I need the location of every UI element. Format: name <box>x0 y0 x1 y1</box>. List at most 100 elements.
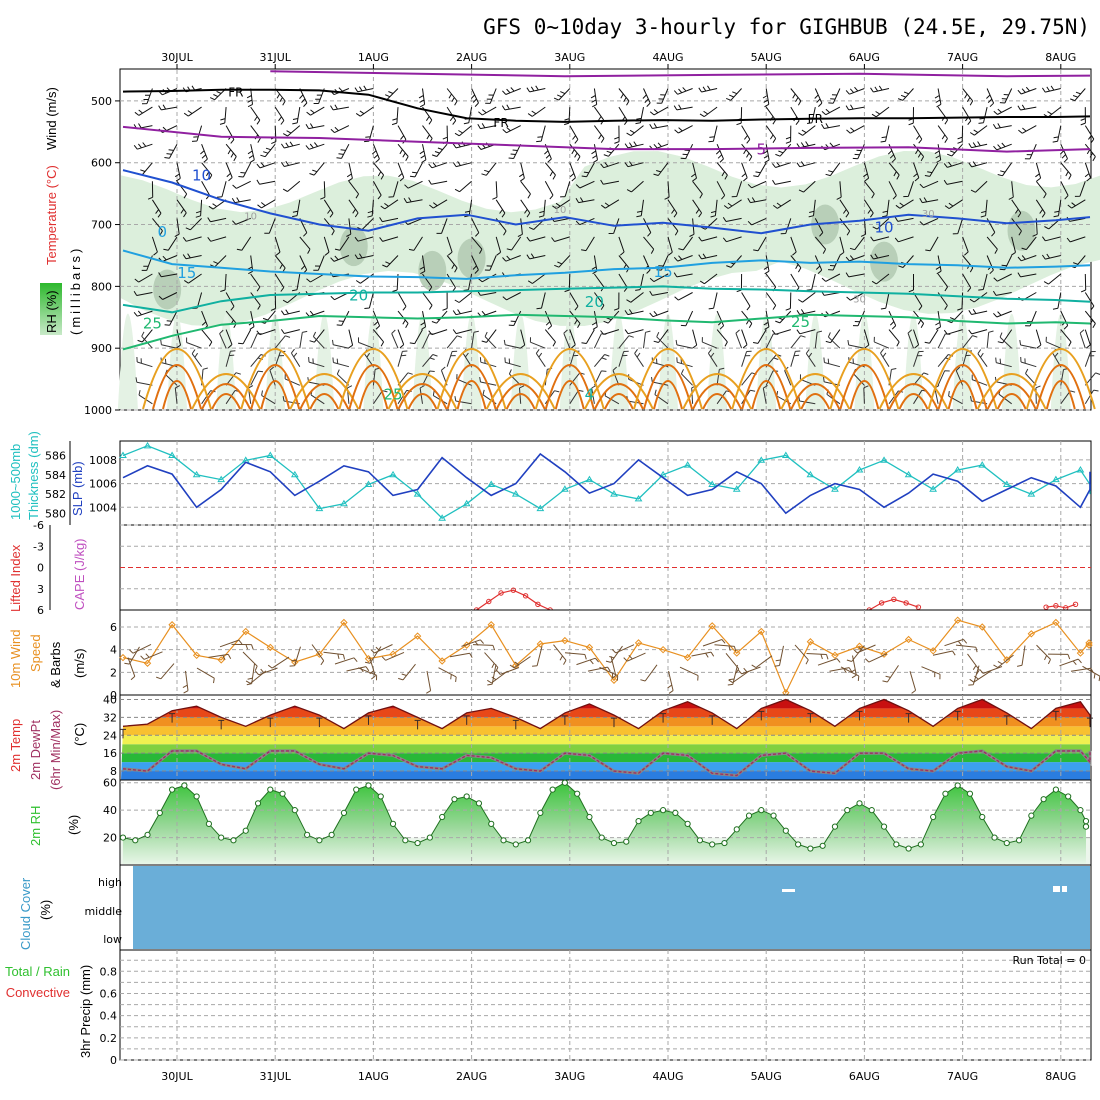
temp-label-b: 2m DewPt <box>28 720 43 780</box>
wind-barb <box>957 292 964 311</box>
isotherm-label: 30 <box>922 209 935 220</box>
wind-barb <box>907 329 914 349</box>
wind-barb <box>993 106 1012 115</box>
wind-barb <box>183 106 202 117</box>
wind-barb <box>520 180 531 199</box>
warm-contour <box>358 380 389 410</box>
rh2m-point <box>328 831 335 838</box>
wind-barb <box>216 181 227 198</box>
wind-barb <box>236 236 252 251</box>
thickness-point <box>511 490 520 497</box>
wind-barb <box>255 667 278 676</box>
rh2m-point <box>181 782 188 789</box>
wind-barb <box>943 161 963 168</box>
wind-barb <box>174 162 181 182</box>
wind-barb <box>174 385 181 404</box>
rh2m-tick-label: 20 <box>103 832 117 845</box>
isotherm-line <box>122 313 1091 351</box>
wind-barb <box>320 181 326 200</box>
wind-barb <box>626 125 644 137</box>
wind-barb <box>1080 273 1087 293</box>
rh2m-point <box>709 841 716 848</box>
wind-barb <box>962 273 972 293</box>
wind-barb <box>282 180 301 192</box>
wind-barb <box>442 292 448 311</box>
wind10m-point <box>634 639 643 647</box>
thickness-point <box>536 504 545 512</box>
rh-cell <box>457 238 486 279</box>
wind-barb <box>156 663 175 680</box>
wind-barb <box>334 657 358 665</box>
wind-barb <box>1084 143 1096 162</box>
wind-barb <box>971 374 988 386</box>
wind-barb <box>921 666 941 680</box>
temp-label-a: 2m Temp <box>8 719 23 772</box>
wind-barb <box>702 639 726 647</box>
wind-barb <box>741 350 752 367</box>
wind-barb <box>1021 236 1037 251</box>
wind-barb <box>446 236 453 256</box>
isotherm-line <box>122 88 1091 123</box>
wind-barb <box>894 216 914 222</box>
wind10m-point <box>757 627 765 636</box>
wind-barb <box>762 144 770 163</box>
wind-barb <box>796 161 816 168</box>
cape-line <box>476 589 551 611</box>
date-label: 8AUG <box>1045 51 1076 64</box>
wind-barb <box>775 143 792 157</box>
wind-barb <box>305 142 325 150</box>
thickness-point <box>1076 465 1085 473</box>
top-date-axis: 30JUL 31JUL 1AUG 2AUG 3AUG 4AUG 5AUG 6AUG 7AUG 8A… <box>161 51 1076 69</box>
wind-barb <box>137 329 153 343</box>
rh2m-point <box>733 826 740 833</box>
wind-barb <box>808 199 816 218</box>
wind-barb <box>1043 273 1062 285</box>
slp-tick-label: 1006 <box>89 478 117 491</box>
temp-band <box>121 744 1090 754</box>
wind-barb <box>289 646 301 667</box>
wind-barb <box>250 292 261 310</box>
wind-barb <box>600 179 619 185</box>
cape-point <box>915 604 922 610</box>
wind-barb <box>563 329 571 349</box>
wind-barb <box>882 665 899 683</box>
wind-barb <box>653 162 669 176</box>
wind-barb <box>614 125 620 144</box>
warm-contour <box>878 373 949 410</box>
wind-barb <box>560 181 571 198</box>
wind-barb <box>373 162 385 180</box>
wind-barb <box>470 88 479 107</box>
thickness-point <box>904 470 913 478</box>
wind-barb <box>569 329 576 349</box>
wind-barb <box>821 106 841 116</box>
wind-barb <box>785 292 792 311</box>
wind-barb <box>176 199 187 218</box>
temp-panel: 8 16 24 32 40 2m Temp 2m DewPt (6hr Min/Max)… <box>8 693 1093 790</box>
rh2m-tick-label: 60 <box>103 777 117 790</box>
wind-barb <box>1084 351 1096 367</box>
wind-barb <box>509 656 531 669</box>
wind-barb <box>995 357 1012 368</box>
wind-barb <box>790 335 806 349</box>
wind-barb <box>723 199 742 209</box>
thickness-point <box>880 456 888 463</box>
wind-barb <box>373 329 385 347</box>
wind-barb <box>495 199 506 218</box>
wind10m-point <box>1076 649 1085 657</box>
lifted-tick-label: -3 <box>33 540 44 553</box>
wind-barb <box>354 85 374 93</box>
wind-barb <box>618 335 634 349</box>
rh2m-point <box>991 834 998 841</box>
wind-barb <box>152 218 163 236</box>
wind-barb <box>765 125 777 143</box>
wind-barb <box>1084 125 1095 144</box>
wind10m-point <box>855 642 864 650</box>
wind-barb <box>238 162 252 178</box>
wind-barb <box>1060 329 1072 347</box>
wind-barb <box>1019 340 1037 349</box>
wind-barb <box>773 199 792 209</box>
rh2m-point <box>304 831 311 838</box>
temp-tick-label: 16 <box>103 747 117 760</box>
wind-barb <box>624 161 644 168</box>
wind-barb <box>520 329 526 349</box>
